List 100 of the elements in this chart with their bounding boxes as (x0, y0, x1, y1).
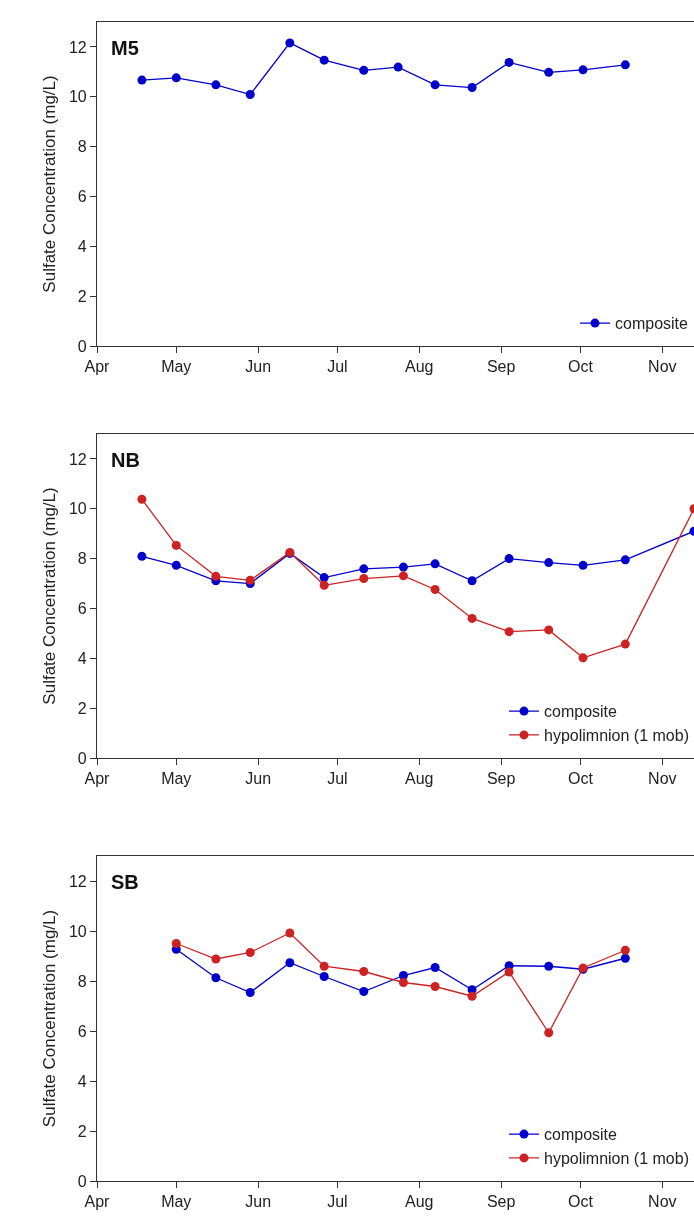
point (620, 60, 630, 70)
point (319, 55, 329, 65)
point (359, 564, 369, 574)
y-tick-label: 2 (77, 699, 87, 717)
point (393, 62, 403, 72)
point (211, 973, 221, 983)
point (171, 73, 181, 83)
y-tick-label: 4 (77, 237, 87, 255)
point (245, 988, 255, 997)
point (504, 627, 514, 637)
point (430, 585, 440, 595)
point (359, 987, 369, 996)
legend-label: hypolimnion (1 mob) (544, 727, 689, 745)
y-tick-label: 4 (77, 1072, 87, 1090)
y-tick-label: 6 (77, 188, 87, 206)
point (245, 948, 255, 957)
point (578, 65, 588, 75)
y-tick-label: 10 (68, 500, 87, 518)
point (245, 575, 255, 585)
x-tick-label: May (161, 770, 192, 788)
point (398, 571, 408, 581)
y-tick-label: 10 (68, 88, 87, 106)
point (578, 560, 588, 570)
legend-label: hypolimnion (1 mob) (544, 1150, 689, 1168)
y-tick-label: 8 (77, 138, 87, 156)
point (467, 613, 477, 623)
y-tick-label: 6 (77, 1022, 87, 1040)
point (398, 562, 408, 572)
y-tick-label: 10 (68, 922, 87, 940)
point (430, 963, 440, 972)
point (578, 653, 588, 663)
point (211, 571, 221, 581)
point (504, 57, 514, 67)
y-tick-label: 12 (68, 38, 87, 56)
point (285, 928, 295, 938)
legend-label: composite (544, 703, 618, 721)
x-tick-label: Apr (84, 358, 111, 376)
point (620, 945, 630, 955)
point (171, 540, 181, 550)
legend-label: composite (544, 1126, 618, 1144)
x-tick-label: Jul (327, 358, 348, 376)
y-axis-title: Sulfate Concentration (mg/L) (40, 75, 60, 293)
y-axis-title: Sulfate Concentration (mg/L) (40, 909, 60, 1128)
point (398, 978, 408, 987)
point (430, 80, 440, 90)
text: M5 (111, 37, 139, 59)
point (620, 555, 630, 565)
x-tick-label: Nov (648, 1193, 677, 1211)
point (319, 961, 329, 971)
point (467, 991, 477, 1001)
y-tick-label: 0 (77, 337, 87, 355)
x-tick-label: Oct (567, 1193, 594, 1211)
point (504, 967, 514, 977)
point (137, 494, 147, 504)
point (620, 953, 630, 963)
y-tick-label: 2 (77, 287, 87, 305)
x-tick-label: Aug (405, 1193, 434, 1211)
x-tick-label: Jul (327, 770, 348, 788)
y-tick-label: 0 (77, 749, 87, 767)
text: SB (111, 871, 139, 893)
point (544, 67, 554, 77)
point (137, 75, 147, 85)
point (211, 80, 221, 90)
x-tick-label: Nov (648, 770, 677, 788)
y-tick-label: 4 (77, 649, 87, 667)
point (285, 38, 295, 48)
y-tick-label: 2 (77, 1122, 87, 1140)
y-tick-label: 8 (77, 550, 87, 568)
point (319, 972, 329, 981)
point (504, 554, 514, 564)
point (359, 967, 369, 976)
y-axis-title: Sulfate Concentration (mg/L) (40, 487, 60, 705)
y-tick-label: 6 (77, 600, 87, 618)
y-tick-label: 12 (68, 872, 87, 890)
x-tick-label: Oct (567, 358, 594, 376)
point (467, 576, 477, 586)
x-tick-label: Aug (405, 770, 434, 788)
x-tick-label: Nov (648, 358, 677, 376)
point (171, 939, 181, 948)
point (359, 65, 369, 75)
y-tick-label: 0 (77, 1172, 87, 1190)
y-tick-label: 8 (77, 972, 87, 990)
point (319, 580, 329, 590)
x-tick-label: May (161, 358, 192, 376)
x-tick-label: Jun (245, 770, 272, 788)
point (544, 1028, 554, 1038)
point (171, 560, 181, 570)
point (285, 958, 295, 968)
point (245, 90, 255, 100)
legend-label: composite (615, 315, 689, 333)
point (430, 982, 440, 991)
y-tick-label: 12 (68, 450, 87, 468)
x-tick-label: Oct (567, 770, 594, 788)
x-tick-label: Jun (245, 358, 272, 376)
text: NB (111, 449, 140, 471)
point (544, 961, 554, 971)
x-tick-label: Apr (84, 770, 111, 788)
point (359, 574, 369, 584)
x-tick-label: Sep (486, 1193, 516, 1211)
x-tick-label: Sep (486, 358, 516, 376)
